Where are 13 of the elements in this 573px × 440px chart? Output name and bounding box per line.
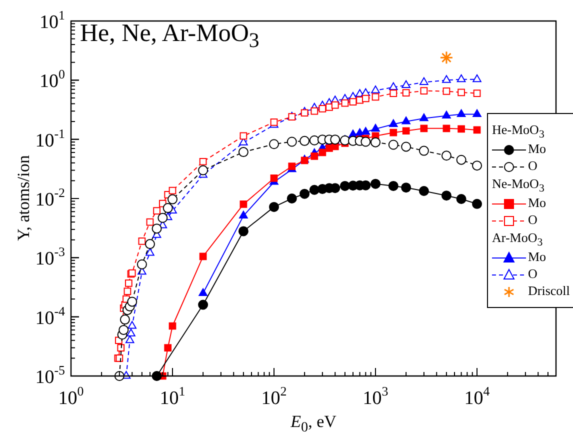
x-axis-title: E$_{0}$, eV <box>290 412 336 436</box>
annotation: Ne-MoO$_{3}$ <box>492 175 546 195</box>
y-axis-title: Y, atoms/ion <box>14 155 34 241</box>
legend-label: O <box>528 212 538 227</box>
legend-label: O <box>528 158 538 173</box>
legend-label: Mo <box>528 195 546 210</box>
chart-title: He, Ne, Ar-MoO$_{3}$ <box>80 20 260 53</box>
annotation: He-MoO$_{3}$ <box>492 121 546 141</box>
legend-label: O <box>528 266 538 281</box>
legend-label: Driscoll <box>528 283 570 298</box>
annotation: Ar-MoO$_{3}$ <box>492 229 544 249</box>
legend-label: Mo <box>528 249 546 264</box>
legend-label: Mo <box>528 141 546 156</box>
